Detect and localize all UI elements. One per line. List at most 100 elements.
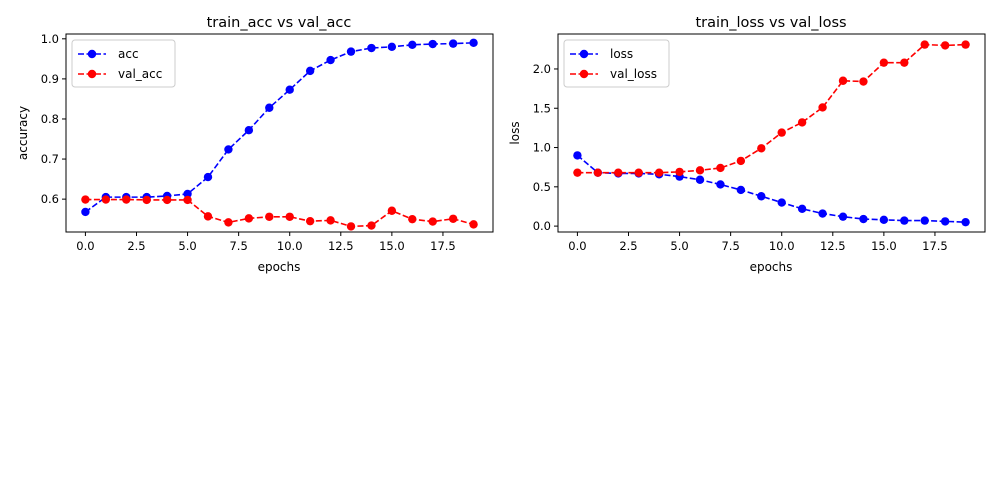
data-point-loss: [961, 217, 970, 227]
data-point-loss: [940, 217, 950, 226]
plot-area: 0.0 2.5 5.0 7.5 10.0 12.5 15.0 17.5 0.60.70.80.…: [41, 32, 494, 253]
legend-marker: [579, 49, 589, 59]
chart-accuracy: train_acc vs val_acc 0.0 2.5 5.0 7.5 10.0 12.…: [16, 15, 494, 274]
data-point-val_loss: [900, 58, 909, 67]
legend-label: val_loss: [610, 67, 657, 81]
data-point-loss: [573, 151, 582, 160]
y-tick-label: 0.0: [533, 219, 551, 233]
data-point-val_loss: [797, 118, 807, 127]
marks-layer: [81, 38, 478, 231]
data-point-loss: [818, 209, 827, 218]
data-point-val_acc: [244, 214, 254, 223]
data-point-val_loss: [654, 168, 664, 177]
data-point-acc: [183, 189, 192, 199]
data-point-acc: [428, 39, 437, 49]
data-point-acc: [408, 40, 417, 50]
data-point-val_loss: [593, 168, 603, 177]
x-tick-label: 5.0: [178, 239, 196, 253]
y-tick-label: 0.6: [41, 192, 59, 206]
data-point-val_acc: [387, 206, 397, 215]
y-tick-label: 0.7: [41, 152, 59, 166]
data-point-val_acc: [305, 216, 315, 226]
y-axis-label: accuracy: [16, 106, 30, 160]
y-axis-label: loss: [508, 121, 522, 144]
x-tick-label: 12.5: [328, 239, 354, 253]
data-point-val_acc: [448, 214, 458, 223]
data-point-val_acc: [224, 218, 233, 227]
y-tick-label: 0.9: [41, 72, 59, 86]
data-point-val_acc: [428, 217, 437, 226]
data-point-val_loss: [940, 41, 950, 50]
data-point-loss: [879, 215, 889, 225]
legend-entries: acc val_acc: [78, 47, 162, 81]
x-tick-label: 10.0: [277, 239, 303, 253]
data-point-acc: [285, 85, 294, 94]
x-tick-label: 10.0: [769, 239, 795, 253]
axes-frame: [557, 33, 986, 233]
y-tick-label: 1.0: [41, 32, 59, 46]
data-point-acc: [346, 47, 356, 56]
data-point-val_acc: [408, 214, 417, 224]
data-point-loss: [777, 198, 786, 207]
data-point-val_acc: [122, 195, 131, 204]
data-point-loss: [736, 185, 746, 195]
data-point-val_acc: [162, 195, 172, 205]
data-point-val_loss: [716, 163, 725, 173]
data-point-loss: [797, 204, 807, 214]
data-point-val_loss: [777, 128, 786, 137]
data-point-val_loss: [757, 144, 766, 153]
data-point-val_loss: [961, 40, 970, 49]
x-tick-label: 15.0: [379, 239, 405, 253]
legend-entries: loss val_loss: [570, 47, 657, 81]
y-ticks: 0.6 0.7 0.8 0.9 1.0: [41, 32, 66, 206]
legend-box: [71, 39, 176, 88]
y-tick-label: 1.0: [533, 141, 551, 155]
data-point-acc: [387, 42, 397, 52]
data-point-val_loss: [859, 77, 868, 86]
y-tick-label: 0.5: [533, 180, 551, 194]
data-point-val_acc: [326, 216, 335, 225]
y-tick-label: 1.5: [533, 101, 551, 115]
x-tick-label: 5.0: [670, 239, 688, 253]
data-point-val_acc: [203, 212, 213, 221]
x-tick-label: 2.5: [127, 239, 145, 253]
y-tick-label: 0.8: [41, 112, 59, 126]
series-line-loss: [576, 154, 966, 223]
data-point-val_acc: [469, 220, 478, 229]
legend: acc val_acc: [71, 39, 176, 88]
data-point-acc: [265, 103, 274, 112]
data-point-loss: [716, 180, 725, 189]
legend-marker: [87, 69, 97, 79]
data-point-acc: [367, 43, 376, 53]
data-point-val_acc: [81, 195, 90, 204]
data-point-val_loss: [920, 40, 929, 49]
legend: loss val_loss: [563, 39, 670, 88]
data-point-loss: [695, 175, 705, 184]
data-point-val_acc: [101, 195, 111, 204]
x-tick-label: 12.5: [820, 239, 846, 253]
legend-marker: [579, 69, 589, 79]
legend-box: [563, 39, 670, 88]
chart-title: train_acc vs val_acc: [207, 15, 352, 31]
legend-label: val_acc: [118, 67, 162, 81]
x-tick-label: 17.5: [430, 239, 456, 253]
plot-area: 0.0 2.5 5.0 7.5 10.0 12.5 15.0 17.5 0.0 0.5 1.0 1.…: [533, 33, 986, 253]
x-tick-label: 0.0: [76, 239, 94, 253]
data-point-val_acc: [285, 212, 294, 221]
data-point-val_acc: [346, 222, 356, 231]
axes-frame: [65, 33, 494, 233]
data-point-val_loss: [736, 156, 746, 166]
chart-title: train_loss vs val_loss: [695, 15, 846, 31]
data-point-acc: [244, 125, 254, 135]
data-point-val_loss: [818, 103, 827, 112]
data-point-val_acc: [367, 221, 376, 230]
data-point-val_acc: [142, 195, 151, 205]
chart-loss: train_loss vs val_loss 0.0 2.5 5.0 7.5 10.0 1…: [508, 15, 986, 274]
data-point-acc: [81, 207, 90, 217]
x-tick-label: 0.0: [568, 239, 586, 253]
x-tick-label: 15.0: [871, 239, 897, 253]
data-point-acc: [203, 172, 213, 182]
series-line-val_acc: [85, 198, 474, 228]
x-tick-label: 7.5: [229, 239, 247, 253]
data-point-val_loss: [614, 168, 623, 177]
